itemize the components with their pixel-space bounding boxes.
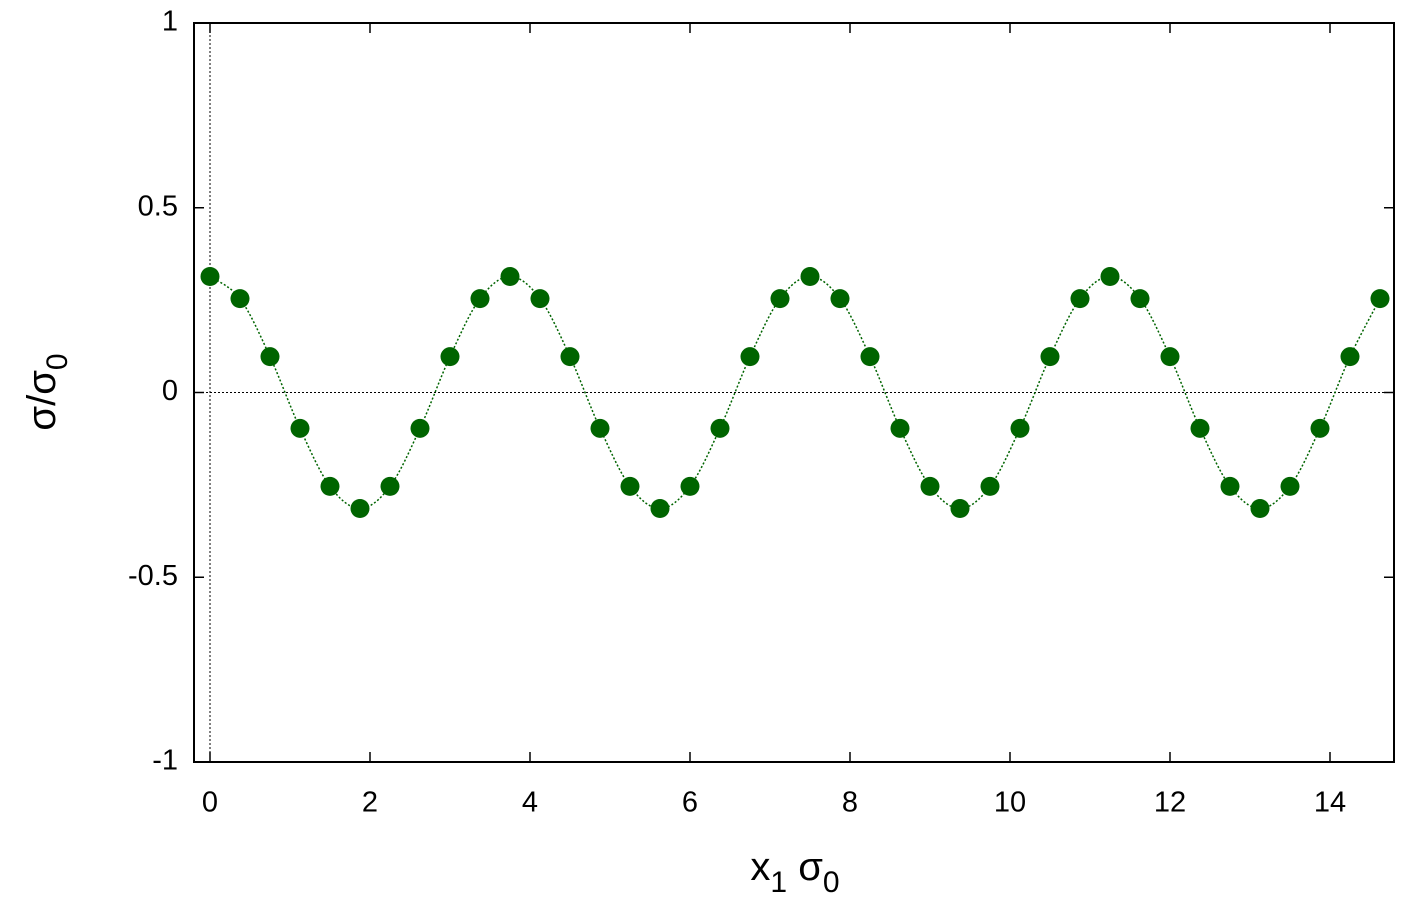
x-label-part: σ [787, 845, 823, 889]
y-tick-label: -0.5 [128, 560, 178, 592]
plot-frame [193, 22, 1395, 763]
point [1310, 418, 1330, 438]
series-line [209, 275, 1381, 510]
point [530, 289, 550, 309]
x-tick-label: 10 [994, 787, 1026, 819]
x-label-part: x [750, 845, 770, 889]
point [800, 266, 820, 286]
x-tick-label: 4 [522, 787, 538, 819]
point [890, 418, 910, 438]
y-tick-label: 0.5 [138, 190, 178, 222]
point [1340, 347, 1360, 367]
point [920, 476, 940, 496]
point [1250, 499, 1270, 519]
y-tick-label: -1 [152, 745, 178, 777]
y-label-part: σ/σ [20, 370, 64, 431]
point [650, 499, 670, 519]
x-label-sub: 1 [770, 866, 787, 899]
x-tick-label: 12 [1154, 787, 1186, 819]
point [410, 418, 430, 438]
point [200, 266, 220, 286]
point [290, 418, 310, 438]
point [350, 499, 370, 519]
point [380, 476, 400, 496]
x-tick-label: 0 [202, 787, 218, 819]
x-tick-label: 14 [1314, 787, 1346, 819]
point [1280, 476, 1300, 496]
point [980, 476, 1000, 496]
y-tick-label: 1 [162, 6, 178, 38]
point [950, 499, 970, 519]
point [230, 289, 250, 309]
point [560, 347, 580, 367]
y-label-sub: 0 [41, 353, 74, 370]
point [1100, 266, 1120, 286]
point [1070, 289, 1090, 309]
point [260, 347, 280, 367]
y-tick-label: 0 [162, 375, 178, 407]
point [590, 418, 610, 438]
point [680, 476, 700, 496]
point [440, 347, 460, 367]
point [1370, 289, 1390, 309]
point [620, 476, 640, 496]
point [1040, 347, 1060, 367]
point [1190, 418, 1210, 438]
y-axis-label: σ/σ0 [20, 353, 74, 430]
x-axis-label: x1 σ0 [750, 845, 839, 899]
point [860, 347, 880, 367]
point [1160, 347, 1180, 367]
point [470, 289, 490, 309]
point [1010, 418, 1030, 438]
point [320, 476, 340, 496]
x-tick-label: 6 [682, 787, 698, 819]
point [500, 266, 520, 286]
point [770, 289, 790, 309]
point [1130, 289, 1150, 309]
point [710, 418, 730, 438]
x-tick-label: 2 [362, 787, 378, 819]
x-label-sub: 0 [823, 866, 840, 899]
point [740, 347, 760, 367]
point [1220, 476, 1240, 496]
x-tick-label: 8 [842, 787, 858, 819]
point [830, 289, 850, 309]
